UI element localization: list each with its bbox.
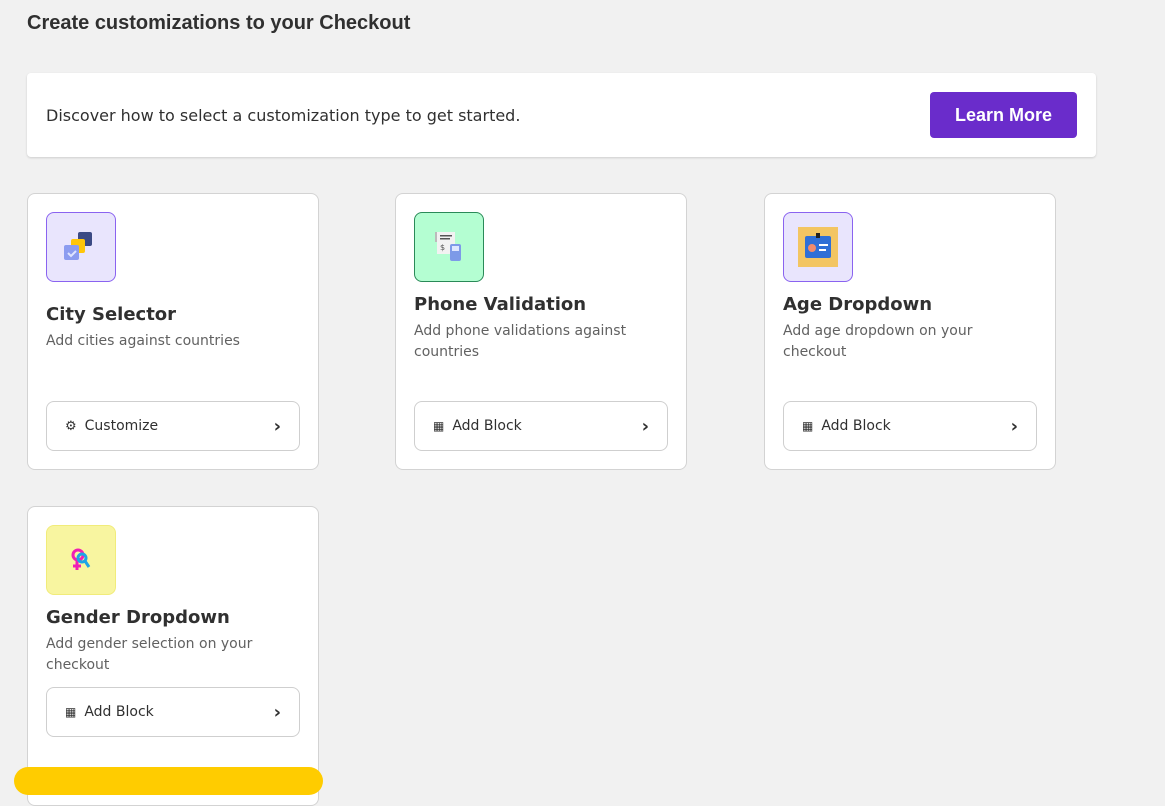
card-title: Phone Validation bbox=[414, 293, 587, 315]
add-block-icon: ▦ bbox=[433, 419, 445, 433]
card-description: Add phone validations against countries bbox=[414, 322, 627, 360]
add-block-button[interactable]: ▦ Add Block › bbox=[414, 401, 668, 451]
add-block-button[interactable]: ▦ Add Block › bbox=[46, 687, 300, 737]
phone-receipt-icon: $ bbox=[414, 212, 484, 282]
layers-check-icon bbox=[46, 212, 116, 282]
customize-button[interactable]: ⚙ Customize › bbox=[46, 401, 300, 451]
card-description: Add cities against countries bbox=[46, 333, 240, 349]
card-title: Gender Dropdown bbox=[46, 606, 230, 628]
add-block-icon: ▦ bbox=[65, 705, 77, 719]
info-banner: Discover how to select a customization t… bbox=[27, 73, 1096, 157]
banner-text: Discover how to select a customization t… bbox=[46, 105, 521, 125]
id-card-icon bbox=[783, 212, 853, 282]
chevron-right-icon: › bbox=[641, 415, 649, 437]
card-description: Add gender selection on your checkout bbox=[46, 635, 253, 673]
gender-icon bbox=[46, 525, 116, 595]
gears-icon: ⚙ bbox=[65, 418, 77, 434]
add-block-button[interactable]: ▦ Add Block › bbox=[783, 401, 1037, 451]
add-block-icon: ▦ bbox=[802, 419, 814, 433]
chevron-right-icon: › bbox=[273, 415, 281, 437]
learn-more-button[interactable]: Learn More bbox=[930, 92, 1077, 138]
chevron-right-icon: › bbox=[273, 701, 281, 723]
card-age-dropdown: Age Dropdown Add age dropdown on your che… bbox=[764, 193, 1056, 470]
svg-text:$: $ bbox=[440, 243, 445, 252]
card-title: City Selector bbox=[46, 304, 177, 325]
card-phone-validation: $ Phone Validation Add phone validations … bbox=[395, 193, 687, 470]
chevron-right-icon: › bbox=[1010, 415, 1018, 437]
card-description: Add age dropdown on your checkout bbox=[783, 322, 973, 360]
page-title: Create customizations to your Checkout bbox=[27, 12, 411, 34]
card-city-selector: City Selector Add cities against countrie… bbox=[27, 193, 319, 470]
card-gender-dropdown: Gender Dropdown Add gender selection on y… bbox=[27, 506, 319, 806]
highlight-bar bbox=[14, 767, 323, 795]
card-title: Age Dropdown bbox=[783, 293, 933, 315]
